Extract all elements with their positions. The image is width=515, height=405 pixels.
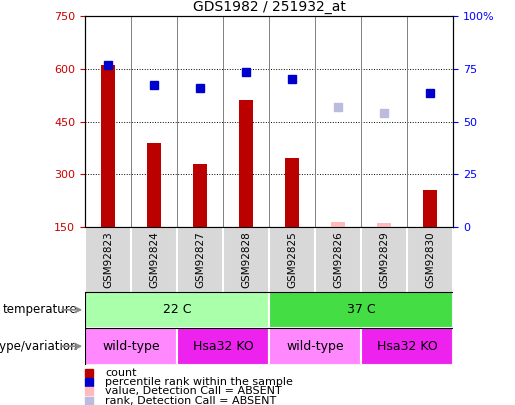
Text: value, Detection Call = ABSENT: value, Detection Call = ABSENT	[105, 386, 282, 396]
Bar	[269, 292, 453, 328]
Text: GSM92829: GSM92829	[379, 231, 389, 288]
Text: percentile rank within the sample: percentile rank within the sample	[105, 377, 293, 387]
Text: 37 C: 37 C	[347, 303, 375, 316]
Title: GDS1982 / 251932_at: GDS1982 / 251932_at	[193, 0, 346, 14]
Text: count: count	[105, 368, 136, 377]
Bar	[285, 158, 299, 227]
Text: GSM92825: GSM92825	[287, 231, 297, 288]
Text: GSM92827: GSM92827	[195, 231, 205, 288]
Bar	[177, 328, 269, 364]
Text: wild-type: wild-type	[102, 340, 160, 353]
Text: GSM92826: GSM92826	[333, 231, 343, 288]
Text: GSM92824: GSM92824	[149, 231, 159, 288]
Text: GSM92828: GSM92828	[241, 231, 251, 288]
Text: GSM92830: GSM92830	[425, 231, 435, 288]
Text: Hsa32 KO: Hsa32 KO	[377, 340, 438, 353]
Bar	[85, 328, 177, 364]
Text: rank, Detection Call = ABSENT: rank, Detection Call = ABSENT	[105, 396, 277, 405]
Text: GSM92823: GSM92823	[103, 231, 113, 288]
Bar	[85, 292, 269, 328]
Text: wild-type: wild-type	[286, 340, 344, 353]
Text: genotype/variation: genotype/variation	[0, 340, 78, 353]
Bar	[147, 143, 161, 227]
Bar	[361, 328, 453, 364]
Text: 22 C: 22 C	[163, 303, 191, 316]
Text: Hsa32 KO: Hsa32 KO	[193, 340, 253, 353]
Text: temperature: temperature	[3, 303, 78, 316]
Bar	[331, 222, 345, 227]
Bar	[377, 223, 391, 227]
Bar	[423, 190, 437, 227]
Bar	[269, 328, 361, 364]
Bar	[239, 100, 253, 227]
Bar	[101, 65, 115, 227]
Bar	[193, 164, 207, 227]
